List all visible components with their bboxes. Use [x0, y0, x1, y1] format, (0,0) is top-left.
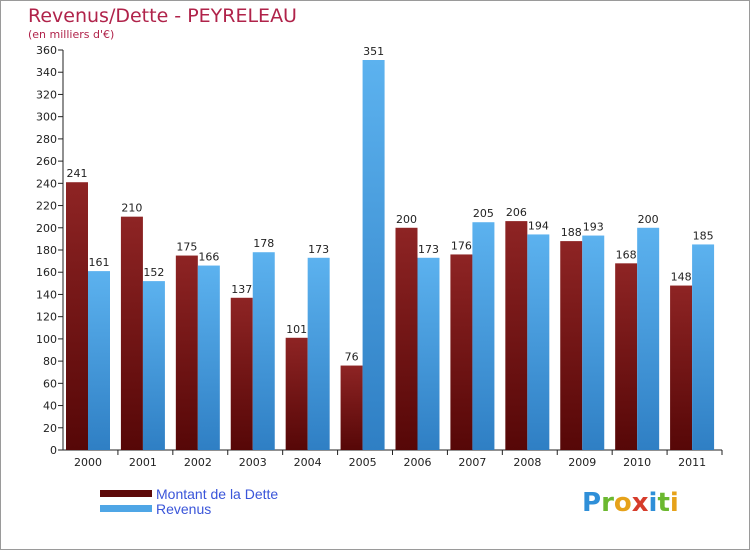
bar-revenus [197, 265, 220, 450]
x-tick-label: 2003 [239, 456, 267, 469]
value-label-revenus: 166 [198, 251, 219, 264]
x-tick-label: 2009 [568, 456, 596, 469]
y-tick-label: 340 [36, 66, 57, 79]
bar-dette [505, 221, 528, 450]
value-label-revenus: 173 [308, 243, 329, 256]
value-label-revenus: 161 [89, 256, 110, 269]
bar-dette [120, 216, 143, 450]
bar-dette [175, 255, 198, 450]
y-tick-label: 360 [36, 44, 57, 57]
bar-revenus [417, 257, 440, 450]
chart-axes: 0 20 40 60 80 100 120 140 160 180 200 220 240 260 280 3… [36, 44, 723, 469]
value-label-dette: 137 [231, 283, 252, 296]
bar-dette [395, 227, 418, 450]
y-tick-label: 0 [50, 444, 57, 457]
bar-revenus [362, 60, 385, 450]
y-tick-label: 100 [36, 333, 57, 346]
x-tick-label: 2002 [184, 456, 212, 469]
bar-revenus [637, 227, 660, 450]
x-tick-label: 2006 [404, 456, 432, 469]
bar-dette [340, 365, 363, 450]
value-label-revenus: 193 [583, 221, 604, 234]
y-tick-label: 80 [43, 355, 57, 368]
bar-revenus [142, 281, 165, 450]
bar-revenus [472, 222, 495, 450]
y-tick-label: 200 [36, 222, 57, 235]
bar-dette [560, 241, 583, 450]
legend-label-dette: Montant de la Dette [156, 486, 279, 502]
y-tick-label: 320 [36, 88, 57, 101]
x-tick-label: 2008 [513, 456, 541, 469]
bar-dette [285, 337, 308, 450]
bar-revenus [582, 235, 605, 450]
value-label-revenus: 194 [528, 219, 549, 232]
value-label-dette: 176 [451, 239, 472, 252]
proxiti-logo: Proxiti [582, 488, 679, 518]
value-label-revenus: 351 [363, 45, 384, 58]
legend-label-revenus: Revenus [156, 501, 212, 517]
value-label-revenus: 200 [638, 213, 659, 226]
y-tick-label: 280 [36, 133, 57, 146]
value-label-dette: 200 [396, 213, 417, 226]
y-tick-label: 300 [36, 111, 57, 124]
y-tick-label: 120 [36, 311, 57, 324]
y-tick-label: 20 [43, 422, 57, 435]
legend-swatch-revenus [100, 505, 152, 512]
bar-dette [670, 285, 693, 450]
y-tick-label: 160 [36, 266, 57, 279]
bar-revenus [252, 252, 275, 450]
value-label-revenus: 152 [143, 266, 164, 279]
chart-title: Revenus/Dette - PEYRELEAU [28, 5, 297, 27]
value-label-dette: 188 [561, 226, 582, 239]
value-label-revenus: 173 [418, 243, 439, 256]
x-tick-label: 2004 [294, 456, 322, 469]
x-tick-label: 2005 [349, 456, 377, 469]
y-tick-label: 40 [43, 400, 57, 413]
value-label-dette: 206 [506, 206, 527, 219]
value-label-revenus: 178 [253, 237, 274, 250]
value-label-dette: 101 [286, 323, 307, 336]
y-tick-label: 180 [36, 244, 57, 257]
value-label-revenus: 185 [693, 229, 714, 242]
value-label-dette: 76 [345, 351, 359, 364]
value-label-dette: 168 [616, 248, 637, 261]
x-tick-label: 2007 [458, 456, 486, 469]
chart-subtitle: (en milliers d'€) [28, 28, 115, 41]
value-label-dette: 148 [671, 271, 692, 284]
y-tick-label: 220 [36, 200, 57, 213]
value-label-dette: 210 [121, 202, 142, 215]
x-tick-label: 2011 [678, 456, 706, 469]
x-tick-label: 2010 [623, 456, 651, 469]
bar-revenus [88, 271, 110, 450]
chart-bars [66, 60, 715, 450]
y-tick-label: 240 [36, 177, 57, 190]
x-tick-label: 2000 [74, 456, 102, 469]
bar-revenus [527, 234, 550, 450]
value-label-dette: 175 [176, 241, 197, 254]
bar-dette [230, 297, 253, 450]
bar-dette [450, 254, 473, 450]
y-tick-label: 260 [36, 155, 57, 168]
value-label-dette: 241 [67, 167, 88, 180]
bar-revenus [307, 257, 330, 450]
x-tick-label: 2001 [129, 456, 157, 469]
y-tick-label: 60 [43, 377, 57, 390]
bar-dette [66, 182, 88, 450]
bar-dette [615, 263, 638, 450]
y-tick-label: 140 [36, 288, 57, 301]
legend-swatch-dette [100, 490, 152, 497]
bar-revenus [692, 244, 715, 450]
value-label-revenus: 205 [473, 207, 494, 220]
